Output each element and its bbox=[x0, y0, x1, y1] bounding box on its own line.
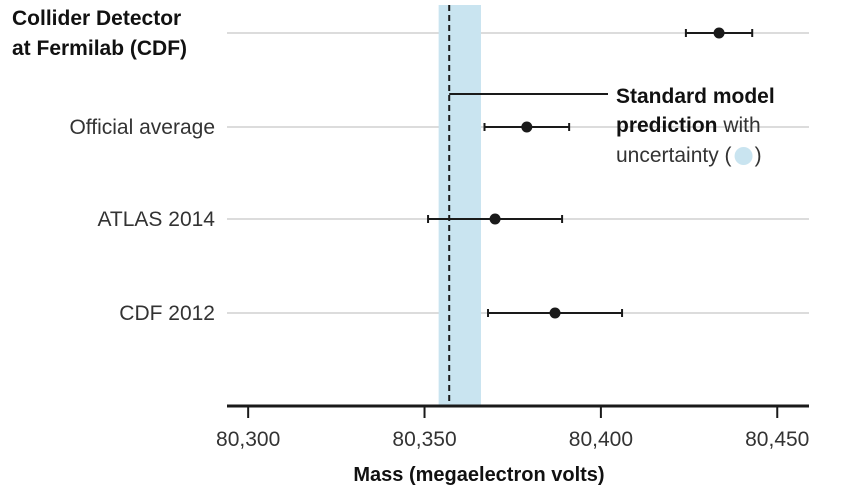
row-labels: Collider Detector at Fermilab (CDF) Offici… bbox=[12, 7, 215, 325]
x-tick-label-3: 80,450 bbox=[745, 428, 809, 451]
annotation-text-3: ) bbox=[755, 144, 762, 167]
data-point-row-3 bbox=[487, 307, 624, 319]
prediction-uncertainty-band bbox=[438, 5, 481, 406]
annotation-line-1: Standard model bbox=[616, 85, 775, 108]
x-axis-title: Mass (megaelectron volts) bbox=[353, 464, 604, 486]
row-label-2: ATLAS 2014 bbox=[97, 208, 215, 231]
x-tick-label-1: 80,350 bbox=[392, 428, 456, 451]
point-marker-1 bbox=[521, 121, 533, 133]
data-point-row-2 bbox=[427, 213, 564, 225]
point-marker-2 bbox=[489, 213, 501, 225]
x-tick-label-2: 80,400 bbox=[569, 428, 633, 451]
data-points bbox=[427, 27, 754, 319]
row-label-1-line-0: Official average bbox=[69, 116, 215, 139]
point-marker-3 bbox=[549, 307, 561, 319]
data-point-row-1 bbox=[483, 121, 571, 133]
row-label-2-line-0: ATLAS 2014 bbox=[97, 208, 215, 231]
row-label-1: Official average bbox=[69, 116, 215, 139]
point-marker-0 bbox=[713, 27, 725, 39]
annotation-line-2: prediction with bbox=[616, 114, 761, 137]
annotation-bold-1: Standard model bbox=[616, 85, 775, 108]
annotation-line-3: uncertainty ( bbox=[616, 144, 732, 167]
row-guides bbox=[227, 32, 809, 314]
annotation-bold-2: prediction bbox=[616, 114, 718, 137]
row-label-3: CDF 2012 bbox=[119, 302, 215, 325]
row-label-3-line-0: CDF 2012 bbox=[119, 302, 215, 325]
row-label-0-line-0: Collider Detector bbox=[12, 7, 181, 30]
annotation-text-2: uncertainty ( bbox=[616, 144, 732, 167]
data-point-row-0 bbox=[684, 27, 754, 39]
x-axis-ticks: 80,300 80,350 80,400 80,450 bbox=[216, 406, 809, 451]
row-label-0-line-1: at Fermilab (CDF) bbox=[12, 37, 187, 60]
row-label-0: Collider Detector at Fermilab (CDF) bbox=[12, 7, 187, 60]
annotation-text-1: with bbox=[718, 114, 761, 137]
uncertainty-legend-swatch bbox=[734, 147, 753, 165]
x-tick-label-0: 80,300 bbox=[216, 428, 280, 451]
